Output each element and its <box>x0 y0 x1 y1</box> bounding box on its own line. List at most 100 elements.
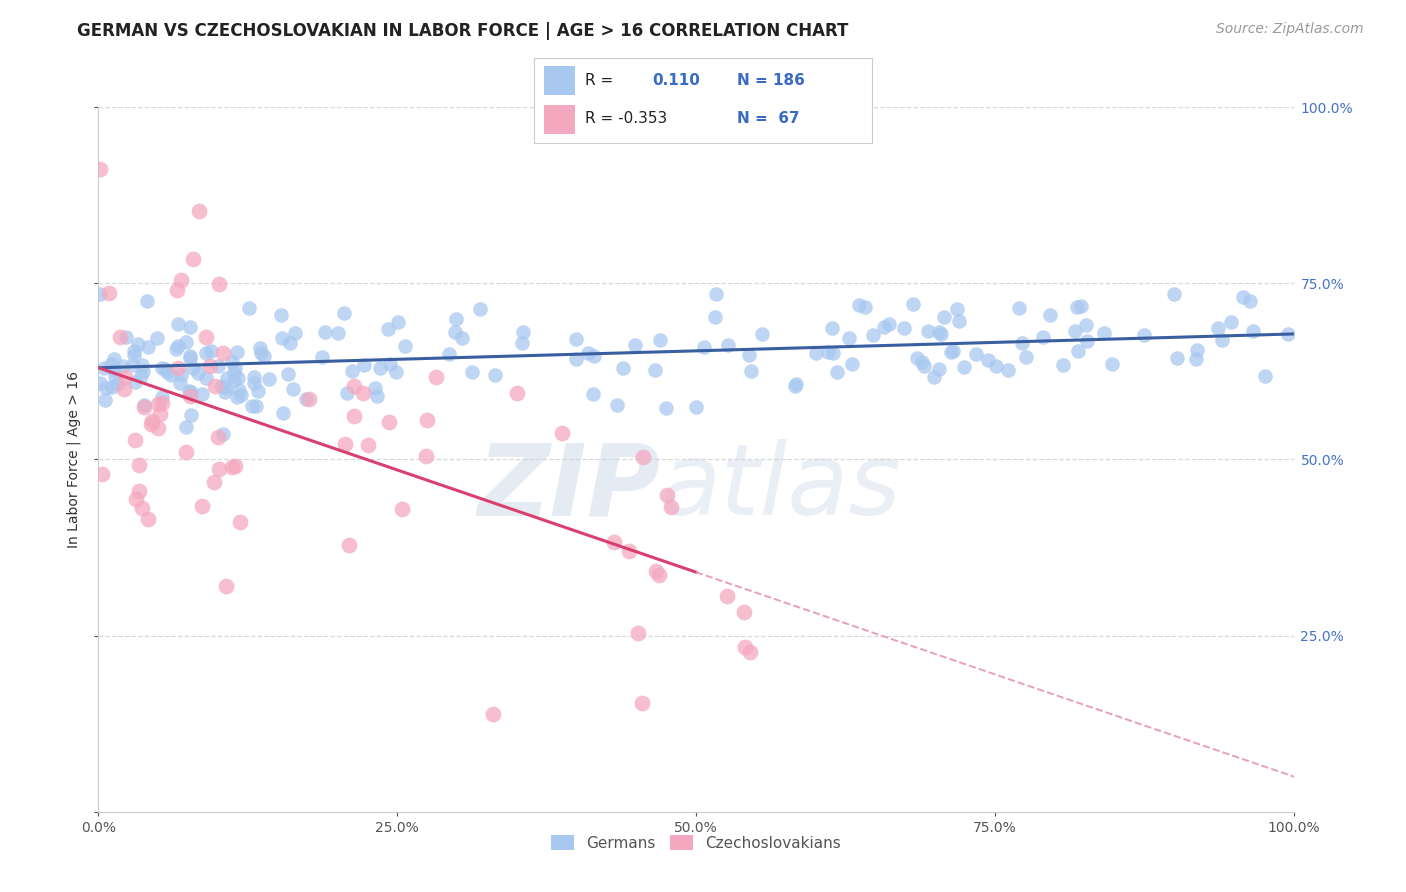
Point <box>977 352 1000 367</box>
Point <box>187 366 209 380</box>
Point <box>333 305 356 319</box>
Point <box>1163 287 1185 301</box>
Point <box>939 345 962 359</box>
Point <box>94 392 117 407</box>
Point <box>131 501 153 516</box>
Point <box>207 359 229 373</box>
Point <box>1052 358 1074 372</box>
Point <box>295 392 318 406</box>
Point <box>733 605 755 619</box>
Text: GERMAN VS CZECHOSLOVAKIAN IN LABOR FORCE | AGE > 16 CORRELATION CHART: GERMAN VS CZECHOSLOVAKIAN IN LABOR FORCE… <box>77 22 849 40</box>
Point <box>929 327 952 342</box>
Point <box>716 589 738 603</box>
Point <box>565 332 588 346</box>
Point <box>180 385 202 400</box>
FancyBboxPatch shape <box>544 67 575 95</box>
Point <box>225 390 247 404</box>
Point <box>167 361 190 376</box>
Point <box>512 335 534 350</box>
Point <box>128 458 150 472</box>
Point <box>631 696 654 710</box>
Point <box>217 371 239 385</box>
Point <box>224 360 246 375</box>
Point <box>284 326 307 340</box>
Point <box>179 320 201 334</box>
Point <box>187 203 209 218</box>
Point <box>224 458 246 473</box>
Point <box>128 484 150 499</box>
Point <box>150 360 173 375</box>
Point <box>583 349 606 363</box>
Text: R =: R = <box>585 73 613 88</box>
Point <box>91 467 114 482</box>
Point <box>1211 334 1233 348</box>
Point <box>965 346 987 360</box>
Point <box>911 354 934 368</box>
Point <box>335 437 357 451</box>
Point <box>1076 318 1098 332</box>
Point <box>415 449 437 463</box>
Point <box>153 362 176 376</box>
Point <box>271 406 294 420</box>
Point <box>221 354 243 368</box>
Point <box>160 368 183 382</box>
Point <box>100 380 122 394</box>
Point <box>603 534 626 549</box>
Point <box>93 360 115 375</box>
Point <box>444 312 467 326</box>
Point <box>311 350 333 364</box>
Point <box>229 515 252 529</box>
Point <box>352 385 374 400</box>
Point <box>343 409 366 424</box>
Point <box>551 425 574 440</box>
Point <box>89 286 111 301</box>
Point <box>1187 343 1209 358</box>
Point <box>179 384 201 398</box>
Point <box>246 384 269 398</box>
Point <box>1254 369 1277 384</box>
Point <box>277 367 299 381</box>
Point <box>165 342 187 356</box>
Point <box>104 369 127 384</box>
Point <box>825 365 848 379</box>
Point <box>112 382 135 396</box>
Point <box>785 379 807 393</box>
Point <box>606 398 628 412</box>
Point <box>270 308 292 322</box>
Point <box>450 331 472 345</box>
Point <box>298 392 321 407</box>
Point <box>394 339 416 353</box>
Point <box>191 386 214 401</box>
Point <box>853 300 876 314</box>
Point <box>150 390 173 404</box>
Point <box>1101 357 1123 371</box>
Point <box>179 351 201 365</box>
Point <box>156 365 179 379</box>
Point <box>848 298 870 312</box>
Point <box>704 310 727 324</box>
Point <box>942 343 965 358</box>
Point <box>243 376 266 390</box>
Point <box>174 420 197 434</box>
Point <box>174 445 197 459</box>
Point <box>278 335 301 350</box>
Point <box>821 321 844 335</box>
Point <box>1206 320 1229 334</box>
Point <box>425 370 447 384</box>
Point <box>211 378 233 392</box>
Point <box>482 706 505 721</box>
Point <box>190 499 212 513</box>
Point <box>124 375 146 389</box>
Point <box>685 400 707 414</box>
Point <box>131 364 153 378</box>
Point <box>167 339 190 353</box>
Point <box>505 386 527 401</box>
Point <box>208 277 231 292</box>
Point <box>136 512 159 526</box>
Text: R = -0.353: R = -0.353 <box>585 112 666 127</box>
Point <box>89 162 111 177</box>
Point <box>922 369 945 384</box>
Point <box>224 374 246 388</box>
Point <box>1015 351 1038 365</box>
Point <box>136 294 159 309</box>
